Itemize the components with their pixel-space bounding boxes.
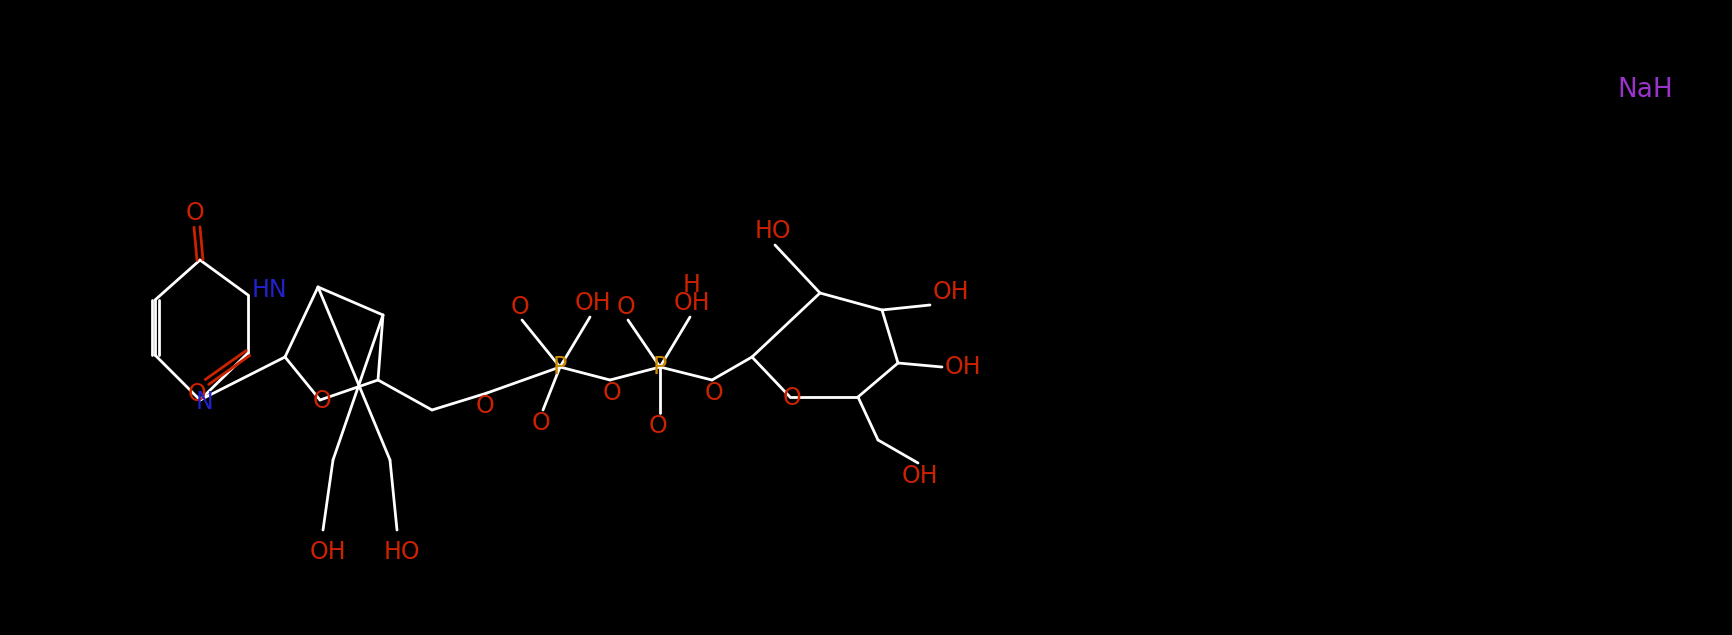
- Text: O: O: [187, 382, 206, 406]
- Text: OH: OH: [575, 291, 611, 315]
- Text: HO: HO: [755, 219, 792, 243]
- Text: OH: OH: [902, 464, 939, 488]
- Text: HO: HO: [385, 540, 421, 564]
- Text: O: O: [783, 386, 802, 410]
- Text: N: N: [196, 390, 213, 414]
- Text: H: H: [682, 273, 701, 297]
- Text: O: O: [617, 295, 636, 319]
- Text: OH: OH: [946, 355, 982, 379]
- Text: O: O: [603, 381, 622, 405]
- Text: P: P: [553, 355, 566, 379]
- Text: O: O: [648, 414, 667, 438]
- Text: P: P: [653, 355, 667, 379]
- Text: OH: OH: [934, 280, 970, 304]
- Text: O: O: [532, 411, 551, 435]
- Text: NaH: NaH: [1618, 77, 1673, 103]
- Text: O: O: [185, 201, 204, 225]
- Text: OH: OH: [674, 291, 710, 315]
- Text: OH: OH: [310, 540, 346, 564]
- Text: O: O: [511, 295, 530, 319]
- Text: O: O: [705, 381, 724, 405]
- Text: HN: HN: [251, 278, 288, 302]
- Text: O: O: [312, 389, 331, 413]
- Text: O: O: [476, 394, 494, 418]
